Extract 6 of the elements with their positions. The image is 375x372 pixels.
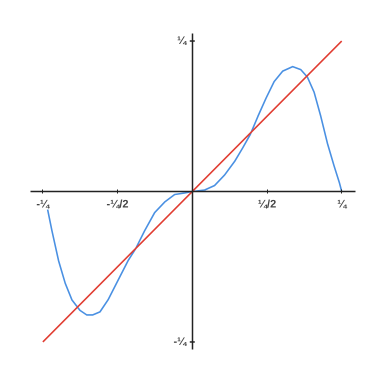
x-tick-label: -¼/2 (106, 198, 129, 210)
x-tick-label: ¼ (337, 198, 348, 210)
annotation: -¼ (173, 336, 188, 348)
x-tick-label: -¼ (36, 198, 50, 210)
x-tick-label: ¼/2 (258, 198, 276, 210)
annotation: ¼ (177, 35, 188, 48)
